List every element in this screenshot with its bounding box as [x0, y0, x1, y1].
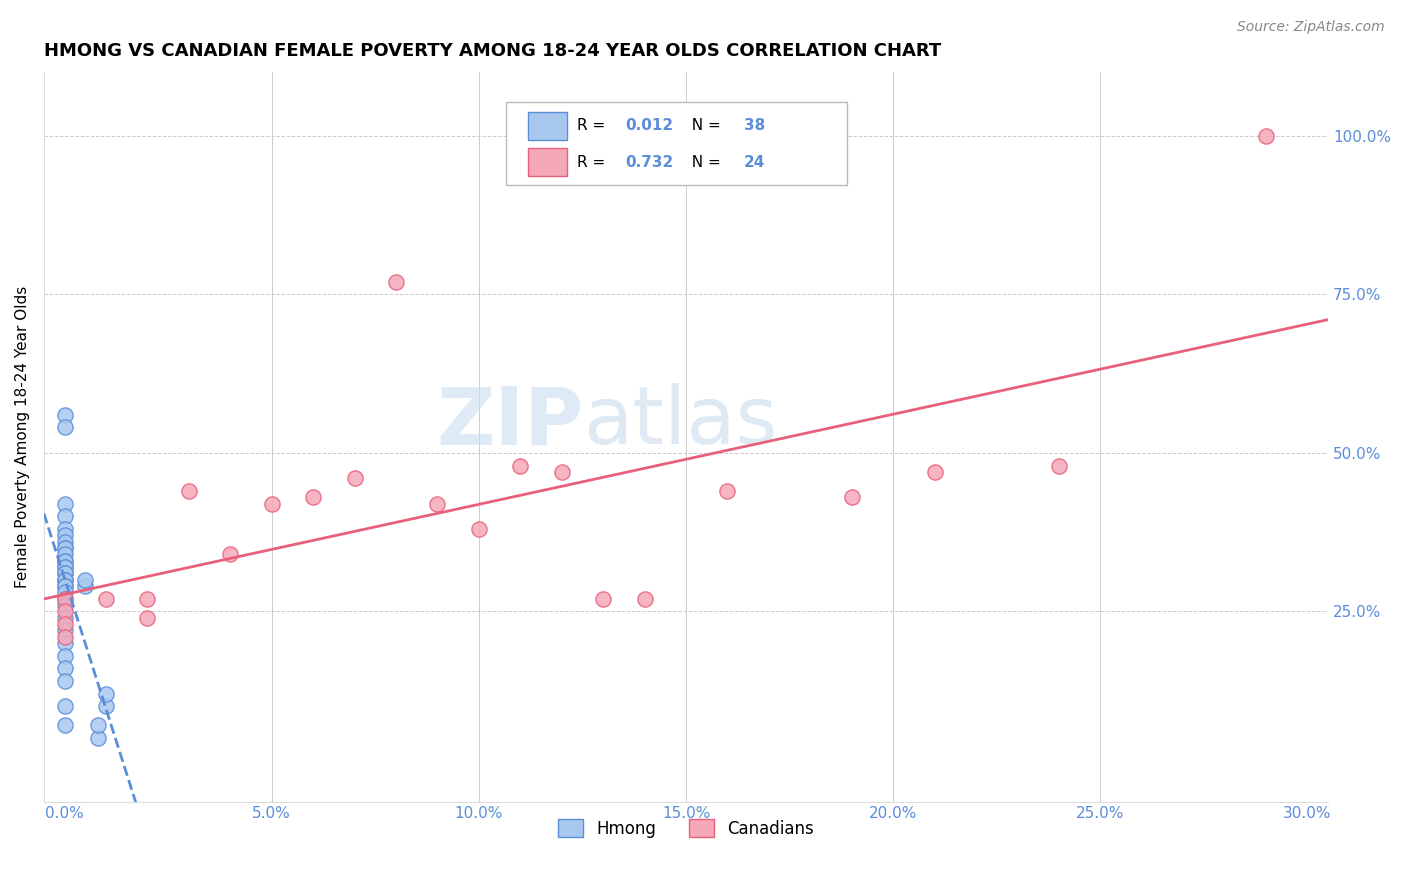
Text: HMONG VS CANADIAN FEMALE POVERTY AMONG 18-24 YEAR OLDS CORRELATION CHART: HMONG VS CANADIAN FEMALE POVERTY AMONG 1…: [44, 42, 941, 60]
Text: R =: R =: [576, 154, 610, 169]
Point: [53, 547, 76, 561]
Point: [924, 465, 946, 479]
Point: [87, 718, 110, 732]
Text: 24: 24: [744, 154, 765, 169]
Point: [385, 275, 408, 289]
Text: 0.012: 0.012: [626, 118, 673, 133]
Point: [53, 573, 76, 587]
Point: [53, 573, 76, 587]
Point: [177, 483, 200, 498]
Text: 0.732: 0.732: [626, 154, 673, 169]
Point: [136, 591, 159, 606]
Point: [53, 610, 76, 624]
Text: atlas: atlas: [583, 384, 778, 461]
Legend: Hmong, Canadians: Hmong, Canadians: [551, 813, 821, 845]
Point: [426, 497, 449, 511]
Point: [53, 534, 76, 549]
Point: [75, 579, 97, 593]
Y-axis label: Female Poverty Among 18-24 Year Olds: Female Poverty Among 18-24 Year Olds: [15, 285, 30, 588]
Point: [94, 591, 117, 606]
Point: [1047, 458, 1070, 473]
Point: [53, 585, 76, 599]
Point: [509, 458, 531, 473]
Point: [53, 554, 76, 568]
Point: [53, 573, 76, 587]
Point: [551, 465, 574, 479]
Point: [94, 699, 117, 714]
Point: [53, 522, 76, 536]
Point: [53, 554, 76, 568]
Text: N =: N =: [682, 118, 725, 133]
Point: [75, 573, 97, 587]
Point: [260, 497, 283, 511]
Point: [53, 624, 76, 638]
Point: [53, 591, 76, 606]
Point: [53, 604, 76, 618]
Point: [53, 630, 76, 644]
Point: [219, 547, 242, 561]
Point: [53, 408, 76, 422]
Text: N =: N =: [682, 154, 725, 169]
Point: [468, 522, 491, 536]
Text: R =: R =: [576, 118, 610, 133]
Point: [53, 541, 76, 555]
FancyBboxPatch shape: [529, 112, 567, 139]
Point: [53, 579, 76, 593]
Text: Source: ZipAtlas.com: Source: ZipAtlas.com: [1237, 20, 1385, 34]
Point: [633, 591, 655, 606]
Point: [53, 566, 76, 581]
Point: [53, 699, 76, 714]
Point: [53, 648, 76, 663]
Point: [53, 509, 76, 524]
Point: [53, 661, 76, 675]
Point: [592, 591, 614, 606]
Point: [53, 566, 76, 581]
FancyBboxPatch shape: [506, 102, 846, 186]
Point: [53, 718, 76, 732]
Point: [716, 483, 738, 498]
Point: [53, 541, 76, 555]
Text: ZIP: ZIP: [436, 384, 583, 461]
Point: [94, 687, 117, 701]
Point: [53, 591, 76, 606]
Point: [136, 610, 159, 624]
Text: 38: 38: [744, 118, 765, 133]
Point: [87, 731, 110, 746]
Point: [53, 420, 76, 434]
Point: [53, 579, 76, 593]
Point: [343, 471, 366, 485]
FancyBboxPatch shape: [529, 148, 567, 176]
Point: [53, 497, 76, 511]
Point: [53, 636, 76, 650]
Point: [53, 560, 76, 574]
Point: [53, 560, 76, 574]
Point: [302, 490, 325, 504]
Point: [53, 598, 76, 612]
Point: [53, 617, 76, 632]
Point: [1254, 128, 1277, 143]
Point: [841, 490, 863, 504]
Point: [53, 528, 76, 542]
Point: [53, 674, 76, 689]
